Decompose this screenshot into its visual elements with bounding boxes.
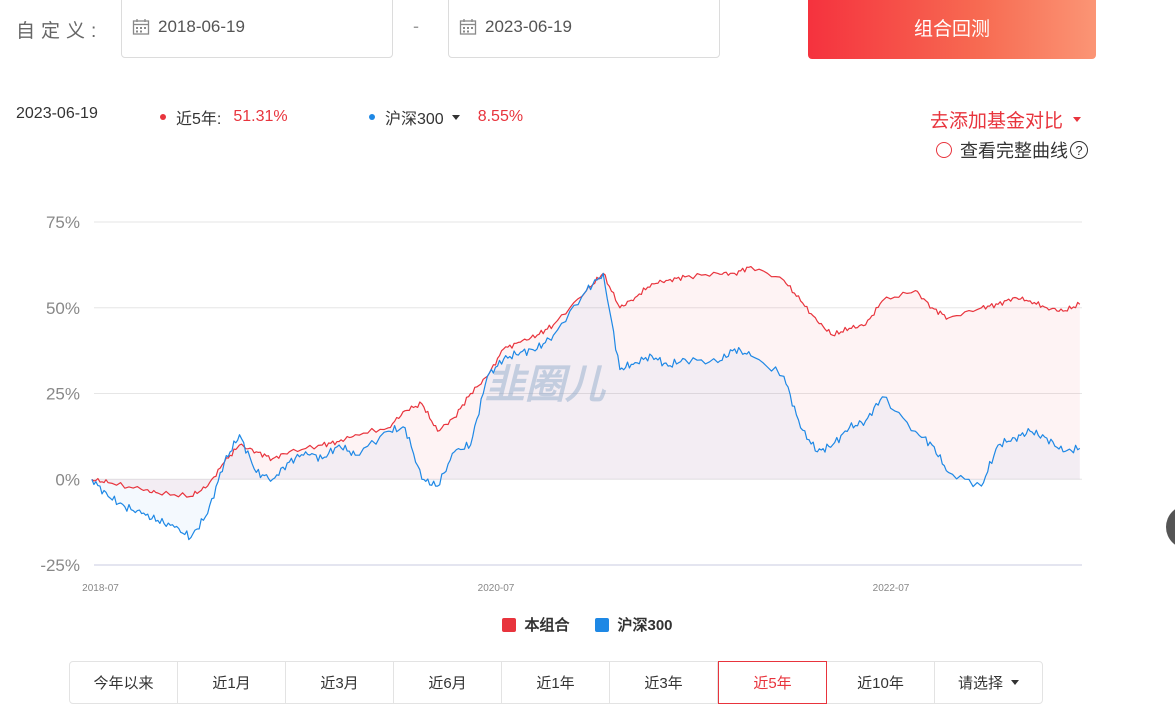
chart-legend: 本组合 沪深300	[0, 614, 1175, 635]
caret-down-icon[interactable]	[1011, 680, 1019, 685]
tab-select[interactable]: 请选择	[935, 662, 1042, 703]
y-tick-label: 75%	[46, 213, 80, 232]
x-tick-label: 2022-07	[873, 583, 910, 594]
info-date: 2023-06-19	[16, 105, 98, 123]
period-tabs: 今年以来 近1月 近3月 近6月 近1年 近3年 近5年 近10年 请选择	[69, 661, 1043, 704]
benchmark-line	[91, 272, 1081, 541]
x-tick-label: 2018-07	[82, 583, 119, 594]
radio-icon[interactable]	[936, 142, 952, 158]
full-curve-toggle[interactable]: 查看完整曲线 ?	[936, 137, 1088, 163]
backtest-button[interactable]: 组合回测	[808, 0, 1096, 59]
series-area	[91, 266, 1080, 498]
legend-label: 本组合	[524, 617, 570, 634]
benchmark-selector-label[interactable]: 沪深300	[385, 111, 444, 128]
chart-lines	[91, 266, 1081, 541]
legend-swatch	[595, 617, 610, 632]
chart-grid	[94, 221, 1082, 566]
tab-1y[interactable]: 近1年	[502, 662, 610, 703]
info-date-text: 2023-06-19	[16, 105, 98, 122]
portfolio-return: 近5年: 51.31%	[160, 105, 288, 129]
start-date-value: 2018-06-19	[158, 17, 245, 36]
portfolio-line	[91, 266, 1081, 498]
tab-select-label[interactable]: 请选择	[957, 675, 1003, 692]
y-tick-label: 25%	[46, 385, 80, 404]
chart-areas	[91, 266, 1080, 540]
caret-down-icon[interactable]	[1073, 117, 1082, 122]
portfolio-dot	[160, 114, 166, 120]
custom-range-label: 自定义:	[16, 21, 103, 42]
portfolio-return-value: 51.31%	[233, 108, 288, 125]
end-date-input[interactable]: 2023-06-19	[448, 0, 720, 58]
legend-item-benchmark[interactable]: 沪深300	[595, 614, 673, 635]
legend-item-portfolio[interactable]: 本组合	[502, 614, 569, 635]
return-chart: 75% 50% 25% 0% -25% 2018-07 2020-07 2022-07 韭圈…	[40, 213, 1082, 594]
calendar-icon	[459, 19, 477, 35]
scroll-handle[interactable]	[1166, 505, 1175, 549]
benchmark-return-value: 8.55%	[477, 108, 524, 125]
benchmark-dot	[369, 114, 375, 120]
y-tick-label: 50%	[46, 299, 80, 318]
y-tick-label: 0%	[55, 470, 80, 489]
benchmark-return[interactable]: 沪深300 8.55%	[369, 105, 523, 129]
caret-down-icon[interactable]	[451, 114, 460, 120]
y-tick-label: -25%	[40, 556, 80, 575]
tab-5y[interactable]: 近5年	[718, 661, 827, 704]
series-area	[91, 273, 1080, 540]
tab-3m[interactable]: 近3月	[286, 662, 394, 703]
add-fund-compare-label[interactable]: 去添加基金对比	[930, 111, 1064, 132]
full-curve-label[interactable]: 查看完整曲线	[960, 141, 1068, 161]
tab-1m[interactable]: 近1月	[178, 662, 286, 703]
watermark: 韭圈儿	[485, 362, 607, 408]
start-date-input[interactable]: 2018-06-19	[121, 0, 393, 58]
y-axis: 75% 50% 25% 0% -25%	[40, 213, 80, 575]
tab-6m[interactable]: 近6月	[394, 662, 502, 703]
date-separator: -	[413, 16, 419, 36]
add-fund-compare-button[interactable]: 去添加基金对比	[930, 106, 1082, 133]
tab-3y[interactable]: 近3年	[610, 662, 718, 703]
end-date-value: 2023-06-19	[485, 17, 572, 36]
legend-swatch	[502, 617, 517, 632]
legend-label: 沪深300	[617, 617, 673, 634]
x-axis: 2018-07 2020-07 2022-07	[82, 583, 910, 594]
help-icon[interactable]: ?	[1070, 141, 1088, 159]
tab-ytd[interactable]: 今年以来	[70, 662, 178, 703]
portfolio-return-label: 近5年:	[176, 111, 222, 128]
tab-10y[interactable]: 近10年	[827, 662, 935, 703]
x-tick-label: 2020-07	[478, 583, 515, 594]
calendar-icon	[132, 19, 150, 35]
